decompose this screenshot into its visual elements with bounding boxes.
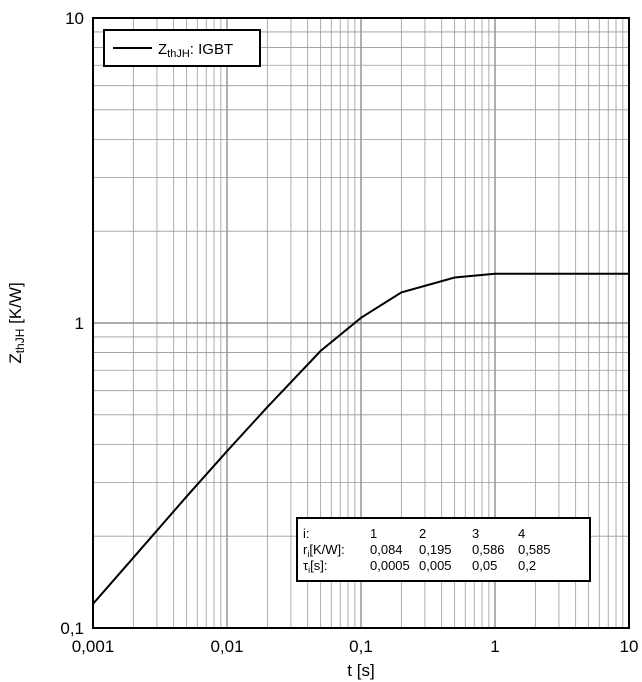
y-axis-title: ZthJH [K/W] xyxy=(6,282,27,363)
table-cell: 0,05 xyxy=(472,558,497,573)
legend: ZthJH: IGBT xyxy=(103,29,261,67)
table-row-label: ri[K/W]: xyxy=(303,542,345,559)
table-cell: 4 xyxy=(518,526,525,541)
table-cell: 3 xyxy=(472,526,479,541)
x-tick-label: 0,01 xyxy=(210,637,243,656)
x-tick-label: 10 xyxy=(620,637,639,656)
x-tick-label: 0,1 xyxy=(349,637,373,656)
table-cell: 0,586 xyxy=(472,542,505,557)
table-cell: 1 xyxy=(370,526,377,541)
x-axis-title: t [s] xyxy=(347,661,374,680)
table-cell: 0,005 xyxy=(419,558,452,573)
table-cell: 0,0005 xyxy=(370,558,410,573)
table-row-label: i: xyxy=(303,526,310,541)
table-cell: 0,084 xyxy=(370,542,403,557)
legend-label: ZthJH: IGBT xyxy=(158,41,233,60)
parameter-table-box xyxy=(296,517,591,582)
y-tick-label: 1 xyxy=(75,314,84,333)
table-row-label: τi[s]: xyxy=(303,558,327,575)
table-cell: 0,195 xyxy=(419,542,452,557)
tick-labels: 0,001 0,01 0,1 1 10 0,1 1 10 xyxy=(60,9,638,656)
y-tick-label: 0,1 xyxy=(60,619,84,638)
table-cell: 0,2 xyxy=(518,558,536,573)
x-tick-label: 1 xyxy=(490,637,499,656)
series-line-igbt xyxy=(92,272,629,605)
table-cell: 0,585 xyxy=(518,542,551,557)
table-cell: 2 xyxy=(419,526,426,541)
y-tick-label: 10 xyxy=(65,9,84,28)
parameter-table: i: ri[K/W]: τi[s]: 1 2 3 4 0,084 0,195 0… xyxy=(296,517,591,582)
x-tick-label: 0,001 xyxy=(72,637,115,656)
plot-frame xyxy=(92,17,630,629)
